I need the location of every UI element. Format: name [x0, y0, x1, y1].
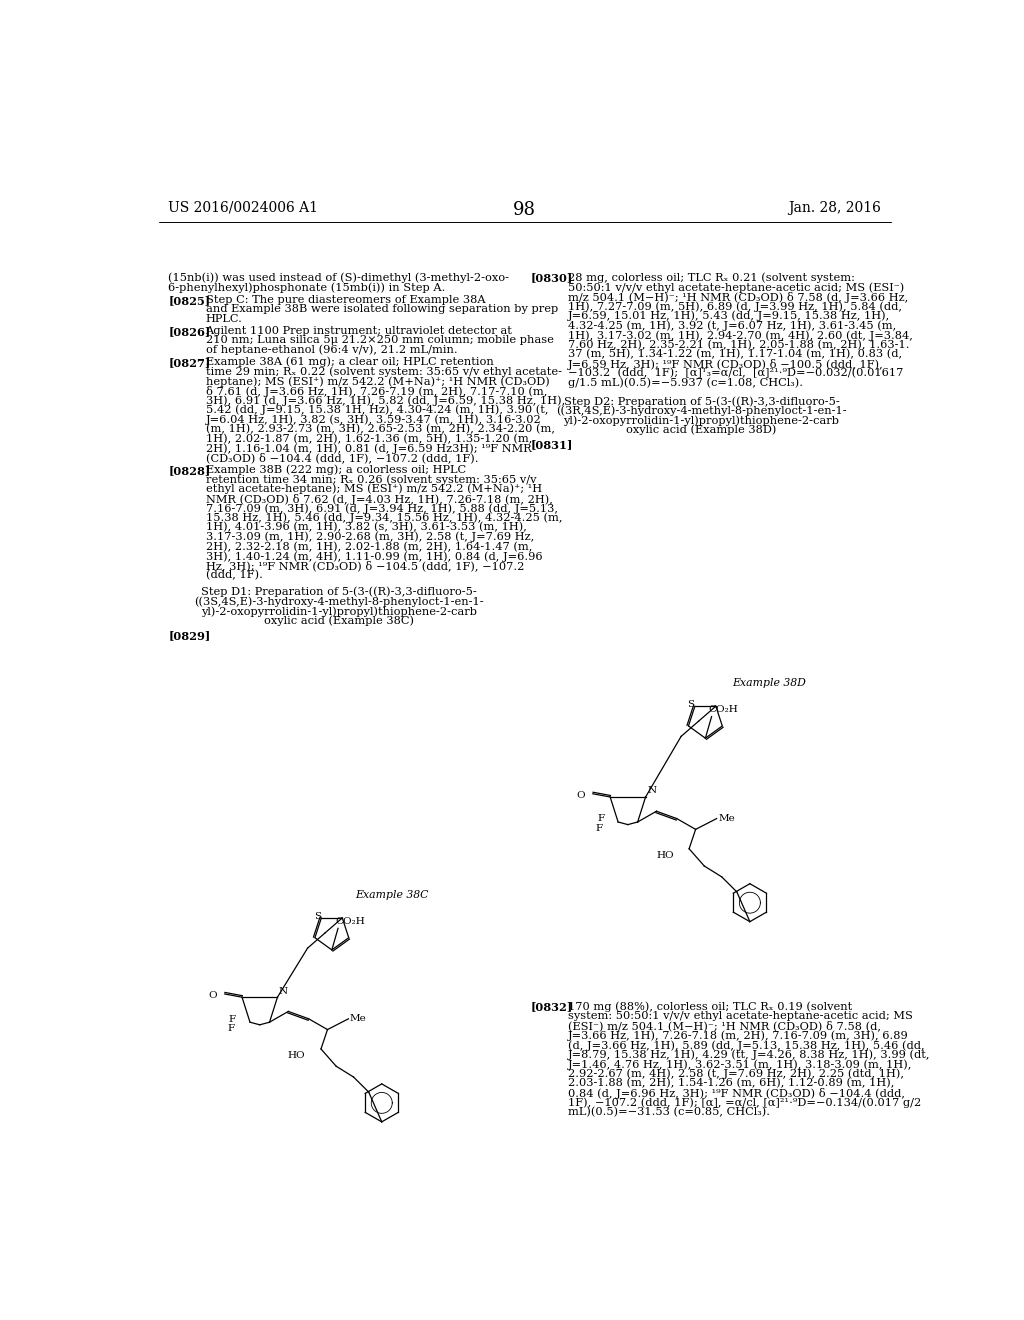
Text: yl)-2-oxopyrrolidin-1-yl)propyl)thiophene-2-carb: yl)-2-oxopyrrolidin-1-yl)propyl)thiophen… — [563, 416, 840, 426]
Text: 2H), 2.32-2.18 (m, 1H), 2.02-1.88 (m, 2H), 1.64-1.47 (m,: 2H), 2.32-2.18 (m, 1H), 2.02-1.88 (m, 2H… — [206, 541, 531, 552]
Text: Example 38B (222 mg); a colorless oil; HPLC: Example 38B (222 mg); a colorless oil; H… — [206, 465, 466, 475]
Text: (m, 1H), 2.93-2.73 (m, 3H), 2.65-2.53 (m, 2H), 2.34-2.20 (m,: (m, 1H), 2.93-2.73 (m, 3H), 2.65-2.53 (m… — [206, 424, 555, 434]
Text: N: N — [279, 986, 288, 995]
Text: 170 mg (88%), colorless oil; TLC Rₓ 0.19 (solvent: 170 mg (88%), colorless oil; TLC Rₓ 0.19… — [568, 1002, 852, 1012]
Text: Hz, 3H); ¹⁹F NMR (CD₃OD) δ −104.5 (ddd, 1F), −107.2: Hz, 3H); ¹⁹F NMR (CD₃OD) δ −104.5 (ddd, … — [206, 561, 524, 572]
Text: Example 38D: Example 38D — [732, 678, 806, 688]
Text: 1H), 7.27-7.09 (m, 5H), 6.89 (d, J=3.99 Hz, 1H), 5.84 (dd,: 1H), 7.27-7.09 (m, 5H), 6.89 (d, J=3.99 … — [568, 301, 902, 312]
Text: 50:50:1 v/v/v ethyl acetate-heptane-acetic acid; MS (ESI⁻): 50:50:1 v/v/v ethyl acetate-heptane-acet… — [568, 282, 904, 293]
Text: F: F — [227, 1024, 234, 1032]
Text: Example 38A (61 mg); a clear oil; HPLC retention: Example 38A (61 mg); a clear oil; HPLC r… — [206, 356, 494, 367]
Text: g/1.5 mL)(0.5)=−5.937 (c=1.08, CHCl₃).: g/1.5 mL)(0.5)=−5.937 (c=1.08, CHCl₃). — [568, 378, 803, 388]
Text: ((3S,4S,E)-3-hydroxy-4-methyl-8-phenyloct-1-en-1-: ((3S,4S,E)-3-hydroxy-4-methyl-8-phenyloc… — [194, 597, 483, 607]
Text: 3H), 1.40-1.24 (m, 4H), 1.11-0.99 (m, 1H), 0.84 (d, J=6.96: 3H), 1.40-1.24 (m, 4H), 1.11-0.99 (m, 1H… — [206, 550, 542, 561]
Text: HPLC.: HPLC. — [206, 314, 243, 323]
Text: Step D1: Preparation of 5-(3-((R)-3,3-difluoro-5-: Step D1: Preparation of 5-(3-((R)-3,3-di… — [201, 587, 477, 598]
Text: 37 (m, 5H), 1.34-1.22 (m, 1H), 1.17-1.04 (m, 1H), 0.83 (d,: 37 (m, 5H), 1.34-1.22 (m, 1H), 1.17-1.04… — [568, 348, 902, 359]
Text: 1F), −107.2 (ddd, 1F); [α], =α/cl, [α]²¹⋅⁹D=−0.134/(0.017 g/2: 1F), −107.2 (ddd, 1F); [α], =α/cl, [α]²¹… — [568, 1097, 922, 1107]
Text: [0828]: [0828] — [168, 465, 211, 475]
Text: O: O — [577, 791, 585, 800]
Text: 210 nm; Luna silica 5μ 21.2×250 mm column; mobile phase: 210 nm; Luna silica 5μ 21.2×250 mm colum… — [206, 335, 553, 346]
Text: 7.60 Hz, 2H), 2.35-2.21 (m, 1H), 2.05-1.88 (m, 2H), 1.63-1.: 7.60 Hz, 2H), 2.35-2.21 (m, 1H), 2.05-1.… — [568, 339, 909, 350]
Text: Step D2: Preparation of 5-(3-((R)-3,3-difluoro-5-: Step D2: Preparation of 5-(3-((R)-3,3-di… — [563, 396, 840, 407]
Text: [0830]: [0830] — [531, 272, 573, 284]
Text: heptane); MS (ESI⁺) m/z 542.2 (M+Na)⁺; ¹H NMR (CD₃OD): heptane); MS (ESI⁺) m/z 542.2 (M+Na)⁺; ¹… — [206, 376, 549, 387]
Text: 6-phenylhexyl)phosphonate (15mb(i)) in Step A.: 6-phenylhexyl)phosphonate (15mb(i)) in S… — [168, 282, 445, 293]
Text: Me: Me — [718, 814, 735, 824]
Text: [0825]: [0825] — [168, 294, 210, 306]
Text: [0827]: [0827] — [168, 356, 211, 368]
Text: mL)(0.5)=−31.53 (c=0.85, CHCl₃).: mL)(0.5)=−31.53 (c=0.85, CHCl₃). — [568, 1107, 770, 1118]
Text: 7.16-7.09 (m, 3H), 6.91 (d, J=3.94 Hz, 1H), 5.88 (dd, J=5.13,: 7.16-7.09 (m, 3H), 6.91 (d, J=3.94 Hz, 1… — [206, 503, 557, 513]
Text: S: S — [314, 912, 322, 921]
Text: 28 mg, colorless oil; TLC Rₓ 0.21 (solvent system:: 28 mg, colorless oil; TLC Rₓ 0.21 (solve… — [568, 272, 855, 282]
Text: 1H), 3.17-3.02 (m, 1H), 2.94-2.70 (m, 4H), 2.60 (dt, J=3.84,: 1H), 3.17-3.02 (m, 1H), 2.94-2.70 (m, 4H… — [568, 330, 913, 341]
Text: J=8.79, 15.38 Hz, 1H), 4.29 (tt, J=4.26, 8.38 Hz, 1H), 3.99 (dt,: J=8.79, 15.38 Hz, 1H), 4.29 (tt, J=4.26,… — [568, 1049, 931, 1060]
Text: US 2016/0024006 A1: US 2016/0024006 A1 — [168, 201, 318, 215]
Text: [0832]: [0832] — [531, 1002, 573, 1012]
Text: retention time 34 min; Rₓ 0.26 (solvent system: 35:65 v/v: retention time 34 min; Rₓ 0.26 (solvent … — [206, 474, 536, 484]
Text: −103.2  (ddd,  1F);  [α]ᵀ₃=α/cl,  [α]²¹⋅⁹D=−0.032/(0.01617: −103.2 (ddd, 1F); [α]ᵀ₃=α/cl, [α]²¹⋅⁹D=−… — [568, 368, 903, 379]
Text: 4.32-4.25 (m, 1H), 3.92 (t, J=6.07 Hz, 1H), 3.61-3.45 (m,: 4.32-4.25 (m, 1H), 3.92 (t, J=6.07 Hz, 1… — [568, 321, 896, 331]
Text: ethyl acetate-heptane); MS (ESI⁺) m/z 542.2 (M+Na)⁺; ¹H: ethyl acetate-heptane); MS (ESI⁺) m/z 54… — [206, 484, 542, 495]
Text: 2.92-2.67 (m, 4H), 2.58 (t, J=7.69 Hz, 2H), 2.25 (dtd, 1H),: 2.92-2.67 (m, 4H), 2.58 (t, J=7.69 Hz, 2… — [568, 1069, 904, 1080]
Text: NMR (CD₃OD) δ 7.62 (d, J=4.03 Hz, 1H), 7.26-7.18 (m, 2H),: NMR (CD₃OD) δ 7.62 (d, J=4.03 Hz, 1H), 7… — [206, 494, 552, 504]
Text: O: O — [208, 991, 217, 1001]
Text: (15nb(i)) was used instead of (S)-dimethyl (3-methyl-2-oxo-: (15nb(i)) was used instead of (S)-dimeth… — [168, 272, 509, 282]
Text: [0831]: [0831] — [531, 440, 573, 450]
Text: 0.84 (d, J=6.96 Hz, 3H); ¹⁹F NMR (CD₃OD) δ −104.4 (ddd,: 0.84 (d, J=6.96 Hz, 3H); ¹⁹F NMR (CD₃OD)… — [568, 1088, 905, 1100]
Text: m/z 504.1 (M−H)⁻; ¹H NMR (CD₃OD) δ 7.58 (d, J=3.66 Hz,: m/z 504.1 (M−H)⁻; ¹H NMR (CD₃OD) δ 7.58 … — [568, 292, 908, 302]
Text: F: F — [596, 824, 602, 833]
Text: J=1.46, 4.76 Hz, 1H), 3.62-3.51 (m, 1H), 3.18-3.09 (m, 1H),: J=1.46, 4.76 Hz, 1H), 3.62-3.51 (m, 1H),… — [568, 1059, 912, 1069]
Text: δ 7.61 (d, J=3.66 Hz, 1H), 7.26-7.19 (m, 2H), 7.17-7.10 (m,: δ 7.61 (d, J=3.66 Hz, 1H), 7.26-7.19 (m,… — [206, 385, 547, 396]
Text: Agilent 1100 Prep instrument; ultraviolet detector at: Agilent 1100 Prep instrument; ultraviole… — [206, 326, 512, 335]
Text: CO₂H: CO₂H — [709, 705, 738, 714]
Text: J=6.04 Hz, 1H), 3.82 (s, 3H), 3.59-3.47 (m, 1H), 3.16-3.02: J=6.04 Hz, 1H), 3.82 (s, 3H), 3.59-3.47 … — [206, 414, 542, 425]
Text: (CD₃OD) δ −104.4 (ddd, 1F), −107.2 (ddd, 1F).: (CD₃OD) δ −104.4 (ddd, 1F), −107.2 (ddd,… — [206, 453, 478, 463]
Text: 1H), 2.02-1.87 (m, 2H), 1.62-1.36 (m, 5H), 1.35-1.20 (m,: 1H), 2.02-1.87 (m, 2H), 1.62-1.36 (m, 5H… — [206, 433, 531, 444]
Text: 98: 98 — [513, 201, 537, 219]
Text: J=3.66 Hz, 1H), 7.26-7.18 (m, 2H), 7.16-7.09 (m, 3H), 6.89: J=3.66 Hz, 1H), 7.26-7.18 (m, 2H), 7.16-… — [568, 1031, 909, 1041]
Text: HO: HO — [656, 851, 674, 861]
Text: 3H), 6.91 (d, J=3.66 Hz, 1H), 5.82 (dd, J=6.59, 15.38 Hz, 1H),: 3H), 6.91 (d, J=3.66 Hz, 1H), 5.82 (dd, … — [206, 395, 565, 405]
Text: 1H), 4.01-3.96 (m, 1H), 3.82 (s, 3H), 3.61-3.53 (m, 1H),: 1H), 4.01-3.96 (m, 1H), 3.82 (s, 3H), 3.… — [206, 523, 526, 533]
Text: [0826]: [0826] — [168, 326, 211, 337]
Text: 5.42 (dd, J=9.15, 15.38 1H, Hz), 4.30-4.24 (m, 1H), 3.90 (t,: 5.42 (dd, J=9.15, 15.38 1H, Hz), 4.30-4.… — [206, 405, 548, 416]
Text: time 29 min; Rₓ 0.22 (solvent system: 35:65 v/v ethyl acetate-: time 29 min; Rₓ 0.22 (solvent system: 35… — [206, 367, 561, 378]
Text: Jan. 28, 2016: Jan. 28, 2016 — [788, 201, 882, 215]
Text: Step C: The pure diastereomers of Example 38A: Step C: The pure diastereomers of Exampl… — [206, 294, 485, 305]
Text: [0829]: [0829] — [168, 630, 211, 640]
Text: yl)-2-oxopyrrolidin-1-yl)propyl)thiophene-2-carb: yl)-2-oxopyrrolidin-1-yl)propyl)thiophen… — [201, 606, 477, 616]
Text: N: N — [647, 787, 656, 796]
Text: S: S — [687, 700, 694, 709]
Text: (d, J=3.66 Hz, 1H), 5.89 (dd, J=5.13, 15.38 Hz, 1H), 5.46 (dd,: (d, J=3.66 Hz, 1H), 5.89 (dd, J=5.13, 15… — [568, 1040, 925, 1051]
Text: F: F — [229, 1015, 237, 1023]
Text: HO: HO — [288, 1051, 305, 1060]
Text: oxylic acid (Example 38D): oxylic acid (Example 38D) — [627, 425, 776, 436]
Text: 3.17-3.09 (m, 1H), 2.90-2.68 (m, 3H), 2.58 (t, J=7.69 Hz,: 3.17-3.09 (m, 1H), 2.90-2.68 (m, 3H), 2.… — [206, 532, 534, 543]
Text: F: F — [597, 814, 604, 824]
Text: 2.03-1.88 (m, 2H), 1.54-1.26 (m, 6H), 1.12-0.89 (m, 1H),: 2.03-1.88 (m, 2H), 1.54-1.26 (m, 6H), 1.… — [568, 1078, 895, 1089]
Text: oxylic acid (Example 38C): oxylic acid (Example 38C) — [264, 615, 414, 626]
Text: system: 50:50:1 v/v/v ethyl acetate-heptane-acetic acid; MS: system: 50:50:1 v/v/v ethyl acetate-hept… — [568, 1011, 913, 1022]
Text: J=6.59, 15.01 Hz, 1H), 5.43 (dd, J=9.15, 15.38 Hz, 1H),: J=6.59, 15.01 Hz, 1H), 5.43 (dd, J=9.15,… — [568, 310, 891, 321]
Text: (ddd, 1F).: (ddd, 1F). — [206, 570, 262, 581]
Text: ((3R,4S,E)-3-hydroxy-4-methyl-8-phenyloct-1-en-1-: ((3R,4S,E)-3-hydroxy-4-methyl-8-phenyloc… — [556, 405, 847, 416]
Text: 15.38 Hz, 1H), 5.46 (dd, J=9.34, 15.56 Hz, 1H), 4.32-4.25 (m,: 15.38 Hz, 1H), 5.46 (dd, J=9.34, 15.56 H… — [206, 512, 562, 523]
Text: J=6.59 Hz, 3H); ¹⁹F NMR (CD₃OD) δ −100.5 (ddd, 1F),: J=6.59 Hz, 3H); ¹⁹F NMR (CD₃OD) δ −100.5… — [568, 359, 884, 370]
Text: of heptane-ethanol (96:4 v/v), 21.2 mL/min.: of heptane-ethanol (96:4 v/v), 21.2 mL/m… — [206, 345, 457, 355]
Text: (ESI⁻) m/z 504.1 (M−H)⁻; ¹H NMR (CD₃OD) δ 7.58 (d,: (ESI⁻) m/z 504.1 (M−H)⁻; ¹H NMR (CD₃OD) … — [568, 1020, 882, 1031]
Text: 2H), 1.16-1.04 (m, 1H), 0.81 (d, J=6.59 Hz3H); ¹⁹F NMR: 2H), 1.16-1.04 (m, 1H), 0.81 (d, J=6.59 … — [206, 444, 531, 454]
Text: Me: Me — [350, 1014, 367, 1023]
Text: and Example 38B were isolated following separation by prep: and Example 38B were isolated following … — [206, 304, 558, 314]
Text: CO₂H: CO₂H — [335, 917, 365, 927]
Text: Example 38C: Example 38C — [355, 890, 429, 900]
